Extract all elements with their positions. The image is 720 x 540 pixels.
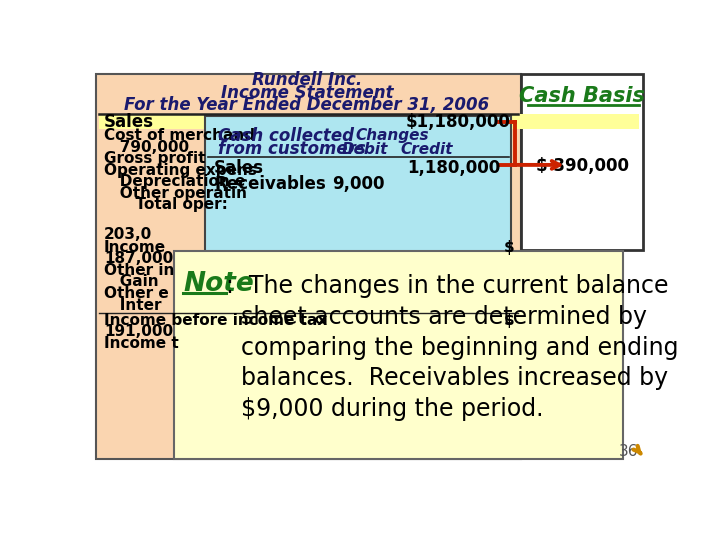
Text: Changes: Changes <box>356 128 429 143</box>
Text: Depreciation e: Depreciation e <box>104 174 246 190</box>
Text: Other operatin: Other operatin <box>104 186 247 201</box>
Text: 790,000: 790,000 <box>104 140 189 154</box>
Text: 203,0: 203,0 <box>104 227 152 242</box>
Text: Cost of merchand: Cost of merchand <box>104 128 255 143</box>
Text: Gain: Gain <box>104 274 158 289</box>
Text: Operating expens: Operating expens <box>104 163 257 178</box>
Text: 1,180,000: 1,180,000 <box>408 159 500 177</box>
Text: 187,000: 187,000 <box>104 251 174 266</box>
Text: Credit: Credit <box>401 142 454 157</box>
Text: 36: 36 <box>619 444 639 459</box>
Text: 9,000: 9,000 <box>332 175 384 193</box>
Text: $ 390,000: $ 390,000 <box>536 158 629 176</box>
Text: Cash Basis: Cash Basis <box>519 86 645 106</box>
Text: Income before income tax: Income before income tax <box>104 313 327 328</box>
Text: $: $ <box>504 240 515 255</box>
Text: from customers: from customers <box>218 140 366 159</box>
FancyBboxPatch shape <box>96 74 521 459</box>
Text: :  The changes in the current balance
  sheet accounts are determined by
  compa: : The changes in the current balance she… <box>226 274 679 421</box>
FancyBboxPatch shape <box>99 114 639 130</box>
Text: Sales: Sales <box>104 113 154 131</box>
FancyBboxPatch shape <box>174 251 624 459</box>
Text: 191,000: 191,000 <box>104 325 173 340</box>
FancyBboxPatch shape <box>204 117 510 253</box>
Text: Other in: Other in <box>104 263 174 278</box>
Text: Income: Income <box>104 240 166 255</box>
Text: $: $ <box>504 313 515 328</box>
Text: Debit: Debit <box>342 142 388 157</box>
Text: For the Year Ended December 31, 2006: For the Year Ended December 31, 2006 <box>125 96 490 114</box>
Text: $1,180,000: $1,180,000 <box>406 113 510 131</box>
FancyBboxPatch shape <box>521 74 644 249</box>
Text: Sales: Sales <box>214 159 264 177</box>
Text: Note: Note <box>183 271 253 297</box>
Text: Total oper:: Total oper: <box>104 198 228 212</box>
Text: Income t: Income t <box>104 336 179 351</box>
Text: Cash collected: Cash collected <box>218 127 354 145</box>
Text: Inter: Inter <box>104 298 161 313</box>
Text: Income Statement: Income Statement <box>221 84 393 102</box>
Text: Other e: Other e <box>104 286 168 301</box>
Text: Rundell Inc.: Rundell Inc. <box>252 71 362 89</box>
Text: Gross profit: Gross profit <box>104 151 205 166</box>
Text: Receivables: Receivables <box>214 175 325 193</box>
